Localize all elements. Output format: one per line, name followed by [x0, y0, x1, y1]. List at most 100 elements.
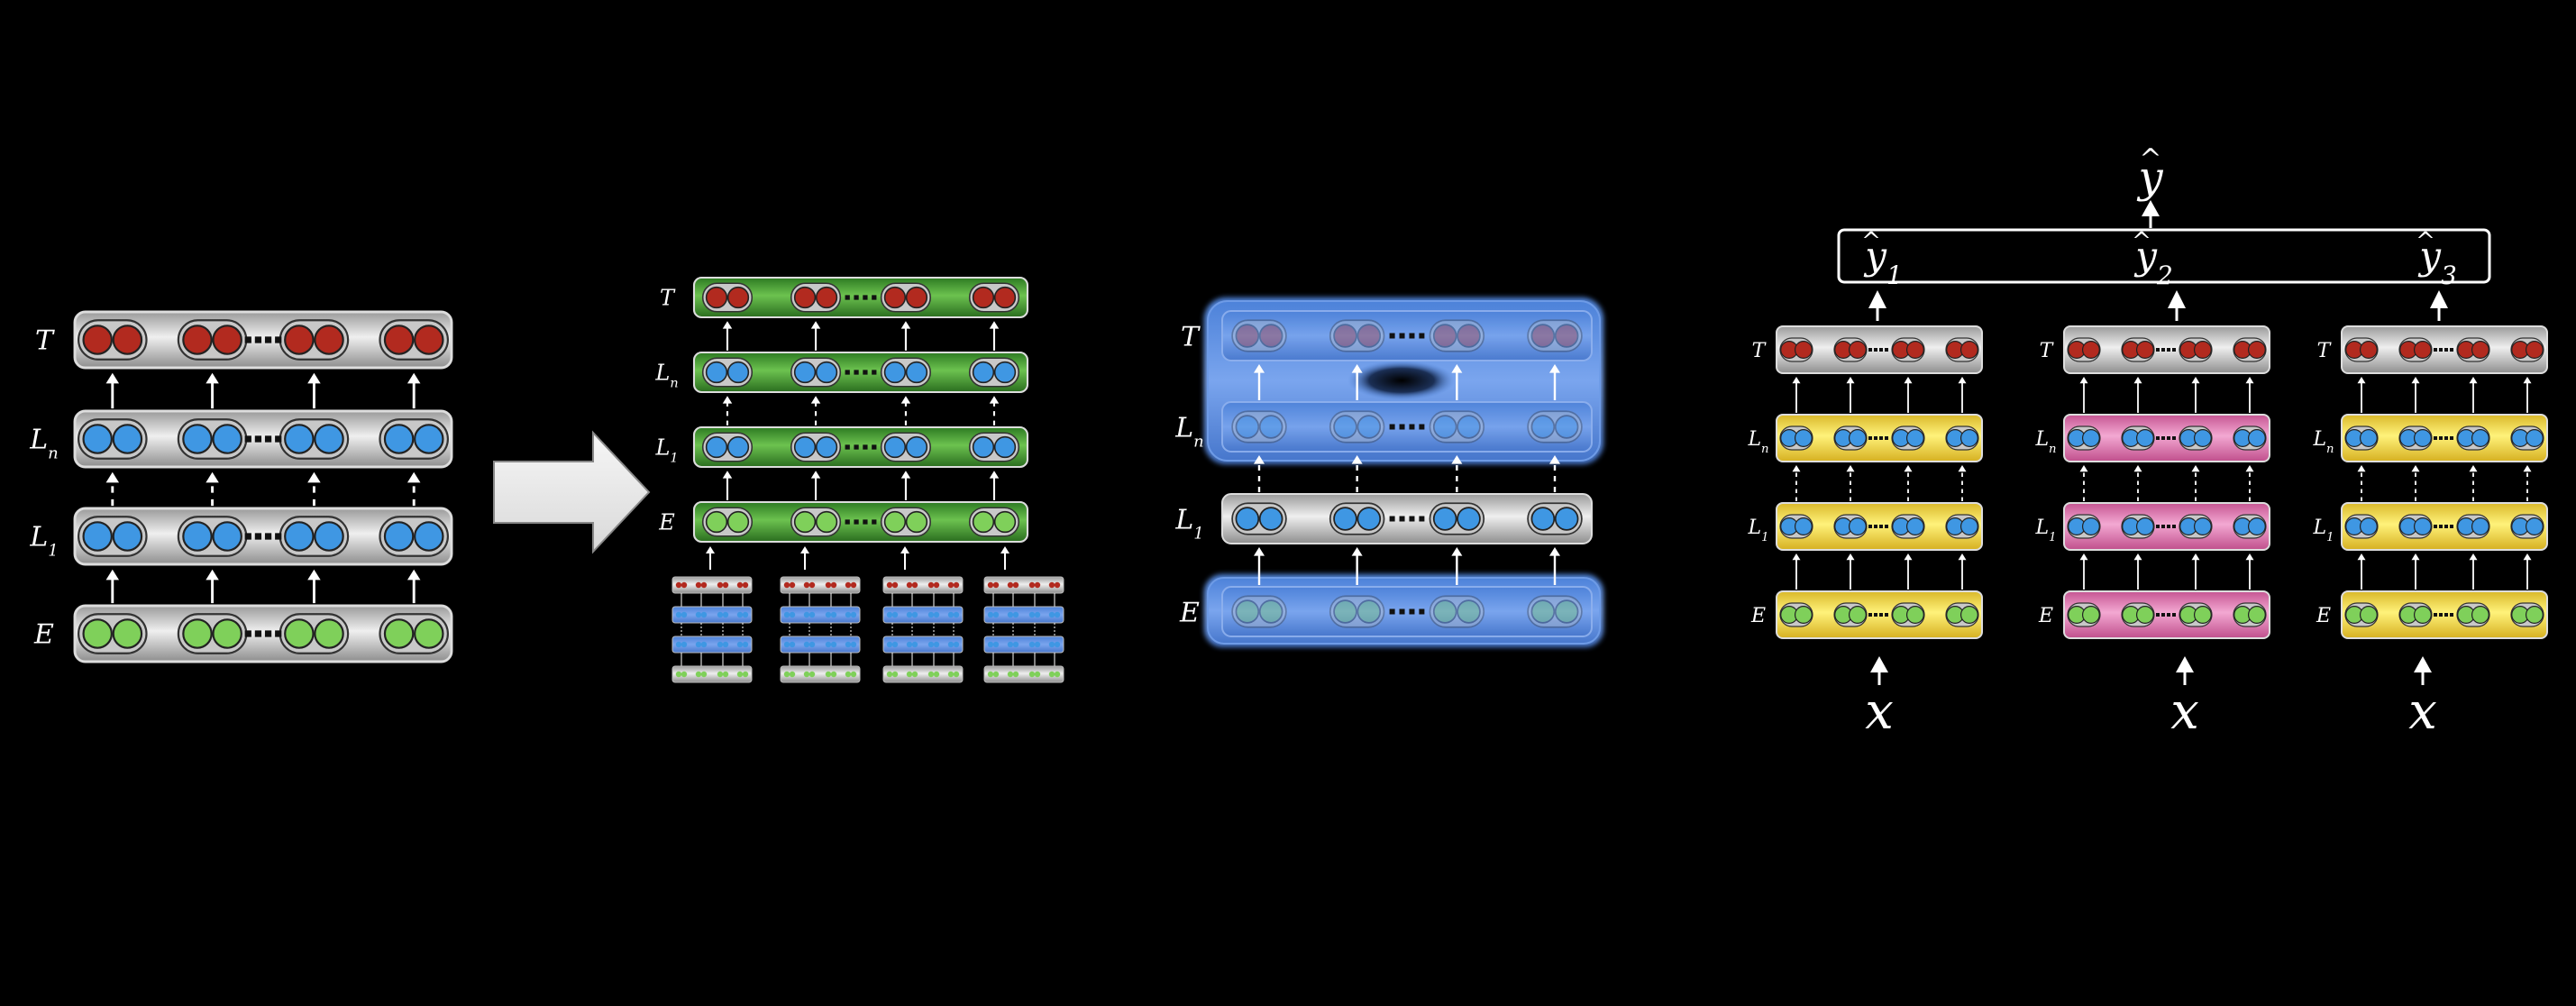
neuron	[1333, 599, 1357, 624]
neuron-pair	[1527, 410, 1583, 444]
neuron	[112, 618, 143, 649]
neuron	[1357, 507, 1382, 531]
row-label-T: T	[660, 285, 676, 310]
arrow-head	[1351, 364, 1363, 373]
neuron-pair	[379, 613, 449, 654]
mini-layer-bar	[983, 576, 1064, 594]
ellipsis-dot	[2439, 348, 2443, 352]
arrow-head	[900, 546, 909, 553]
arrow-head	[1254, 364, 1265, 373]
solid-arrow	[2469, 377, 2478, 413]
neuron	[314, 618, 344, 649]
neuron-pair	[2067, 337, 2101, 362]
neuron-pair	[177, 613, 248, 654]
mini-neuron	[830, 671, 837, 678]
neuron-pair	[379, 319, 449, 361]
neuron	[705, 435, 728, 459]
mini-neuron	[1048, 611, 1055, 618]
neuron	[815, 435, 838, 459]
neuron	[112, 325, 143, 355]
ellipsis-dot	[2156, 436, 2160, 440]
row-label-Ln-sub: n	[1761, 443, 1769, 456]
neuron	[793, 286, 817, 309]
solid-arrow	[1351, 364, 1363, 400]
arrow-head	[2245, 377, 2254, 384]
neuron-pair	[2067, 602, 2101, 627]
mini-neuron	[1028, 611, 1036, 618]
arrow-head	[206, 569, 219, 581]
row-label-Ln-base: L	[654, 360, 670, 385]
layer-bar-body	[692, 351, 1029, 394]
ellipsis-dot	[2439, 436, 2443, 440]
ellipsis-dot	[2167, 348, 2170, 352]
neuron-pair	[701, 432, 754, 462]
solid-arrow	[1846, 377, 1855, 413]
solid-arrow	[1254, 547, 1265, 585]
mini-neuron	[891, 641, 899, 648]
neuron	[1432, 599, 1457, 624]
row-label-L1: L1	[1748, 517, 1769, 544]
mini-neuron	[742, 641, 749, 648]
row-label-Ln-sub: n	[2049, 443, 2057, 456]
mini-neuron	[1007, 671, 1014, 678]
solid-arrow	[1958, 377, 1967, 413]
row-label-Ln: Ln	[1747, 428, 1768, 456]
arrow-head	[2133, 377, 2142, 384]
neuron	[212, 424, 242, 454]
neuron-pair	[1945, 425, 1979, 451]
neuron	[905, 435, 928, 459]
ellipsis-dot	[244, 630, 251, 637]
neuron-pair	[78, 516, 148, 557]
neuron	[1848, 341, 1867, 359]
arrow-head	[1000, 546, 1009, 553]
neuron-pair	[2067, 514, 2101, 539]
mini-neuron	[927, 671, 935, 678]
neuron	[314, 521, 344, 552]
mini-neuron	[722, 581, 729, 589]
neuron	[2135, 517, 2154, 535]
neuron-pair	[790, 432, 842, 462]
arrow-head	[1451, 547, 1463, 556]
ellipsis-dot	[2434, 525, 2437, 528]
neuron	[1235, 507, 1260, 531]
mini-neuron	[1012, 671, 1019, 678]
mini-neuron	[845, 671, 852, 678]
mini-stack-thumbnail	[780, 576, 861, 683]
arrow-head	[105, 372, 120, 384]
ellipsis-dot	[845, 519, 850, 525]
mini-neuron	[825, 641, 832, 648]
neuron	[314, 325, 344, 355]
mini-neuron	[742, 611, 749, 618]
neuron-pair	[790, 507, 842, 537]
ellipsis-dot	[2450, 348, 2453, 352]
input-arrow-head	[1870, 656, 1888, 672]
neuron-pair	[701, 357, 754, 388]
ellipsis-dot	[1399, 333, 1405, 339]
arrow-head	[105, 569, 120, 581]
transfer-arrow-icon	[493, 430, 651, 554]
neuron-pair	[880, 507, 932, 537]
neuron-pair	[2398, 514, 2433, 539]
head-label-1: y1	[1863, 233, 1903, 290]
neuron-pair	[2456, 514, 2490, 539]
arrow-head	[1846, 553, 1855, 561]
neuron	[212, 618, 242, 649]
dashed-arrow	[105, 471, 120, 507]
neuron	[883, 361, 907, 384]
neuron	[383, 325, 415, 355]
row-label-E: E	[1179, 598, 1200, 629]
neuron	[383, 618, 415, 649]
neuron-pair	[968, 507, 1020, 537]
dashed-arrow	[722, 396, 733, 425]
neuron-pair	[2398, 425, 2433, 451]
neuron-pair	[880, 282, 932, 313]
solid-arrow	[2245, 553, 2254, 590]
dashed-arrow	[1254, 455, 1265, 492]
neuron	[726, 510, 750, 534]
dashed-arrow	[2411, 465, 2420, 501]
solid-arrow	[1846, 553, 1855, 590]
neuron	[1848, 606, 1867, 624]
